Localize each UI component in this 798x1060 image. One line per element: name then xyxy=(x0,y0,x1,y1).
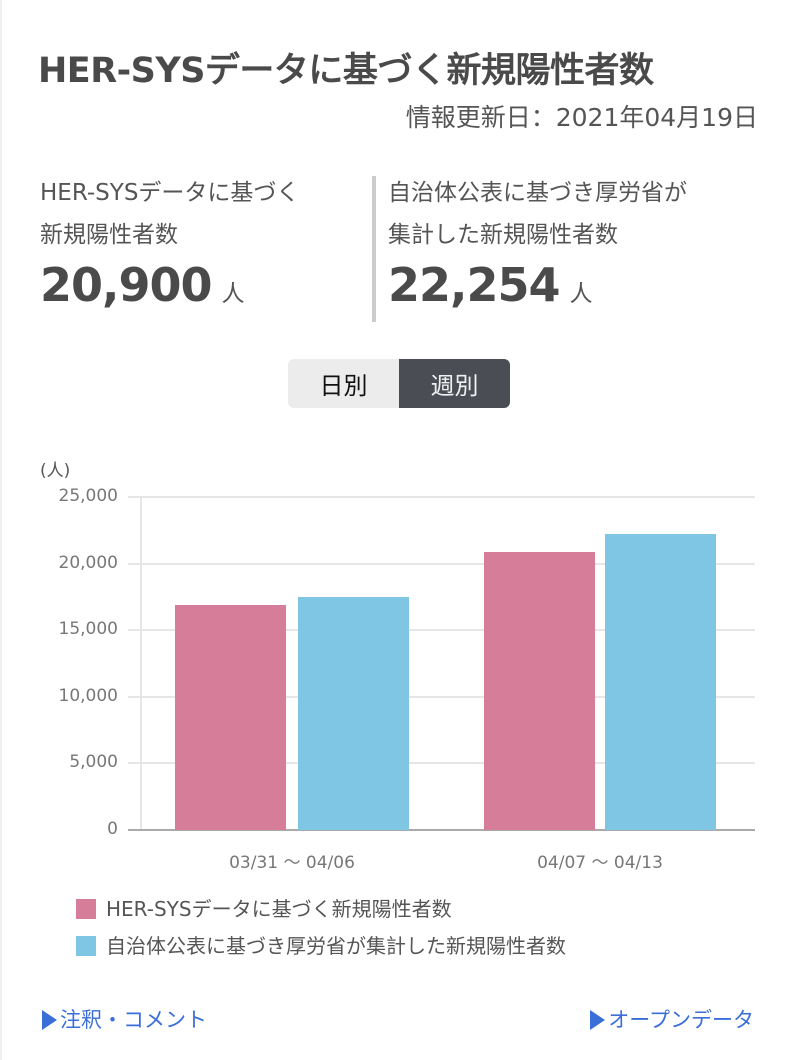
stat-mhlw: 自治体公表に基づき厚労省が 集計した新規陽性者数 22,254 人 xyxy=(372,176,788,322)
opendata-link[interactable]: オープンデータ xyxy=(590,1004,754,1034)
gridline xyxy=(128,562,755,565)
triangle-right-icon xyxy=(42,1010,57,1030)
y-tick-label: 5,000 xyxy=(69,752,118,773)
x-tick-label: 04/07 〜 04/13 xyxy=(537,853,663,873)
stat-unit: 人 xyxy=(569,281,593,307)
period-toggle: 日別 週別 xyxy=(288,359,510,408)
bar[interactable] xyxy=(298,596,409,830)
stat-unit: 人 xyxy=(221,281,245,307)
stat-value-row: 20,900 人 xyxy=(40,258,370,312)
updated-date: 情報更新日：2021年04月19日 xyxy=(405,103,758,132)
stat-label: HER-SYSデータに基づく 新規陽性者数 xyxy=(40,172,370,256)
stat-label-line1: HER-SYSデータに基づく xyxy=(40,180,300,206)
notes-link-label: 注釈・コメント xyxy=(60,1008,207,1032)
gridline xyxy=(128,496,755,498)
page-title: HER-SYSデータに基づく新規陽性者数 xyxy=(38,51,654,91)
y-tick-label: 0 xyxy=(107,819,118,839)
notes-link[interactable]: 注釈・コメント xyxy=(42,1004,207,1034)
y-axis-unit: (人) xyxy=(40,461,71,481)
legend-swatch xyxy=(76,936,96,956)
x-axis-line xyxy=(128,829,755,831)
stat-value: 22,254 xyxy=(388,258,561,312)
y-tick-label: 20,000 xyxy=(58,552,118,573)
gridline xyxy=(128,762,755,765)
legend-label: 自治体公表に基づき厚労省が集計した新規陽性者数 xyxy=(106,934,566,958)
y-tick-label: 15,000 xyxy=(58,619,118,640)
stat-hersys: HER-SYSデータに基づく 新規陽性者数 20,900 人 xyxy=(40,172,370,312)
y-tick-label: 10,000 xyxy=(58,685,118,706)
legend-item-hersys: HER-SYSデータに基づく新規陽性者数 xyxy=(76,893,452,922)
x-tick-label: 03/31 〜 04/06 xyxy=(229,853,355,873)
y-tick-label: 25,000 xyxy=(58,486,118,506)
bar[interactable] xyxy=(175,604,286,830)
stat-label-line2: 集計した新規陽性者数 xyxy=(388,222,618,248)
toggle-weekly[interactable]: 週別 xyxy=(399,359,510,408)
bar[interactable] xyxy=(605,533,716,830)
stat-label: 自治体公表に基づき厚労省が 集計した新規陽性者数 xyxy=(388,172,788,256)
legend-label: HER-SYSデータに基づく新規陽性者数 xyxy=(106,897,452,921)
gridline xyxy=(128,695,755,698)
bar[interactable] xyxy=(484,551,595,830)
stat-label-line1: 自治体公表に基づき厚労省が xyxy=(388,180,687,206)
triangle-right-icon xyxy=(590,1010,606,1030)
gridline xyxy=(128,629,755,632)
stat-value-row: 22,254 人 xyxy=(388,258,788,312)
toggle-daily[interactable]: 日別 xyxy=(288,359,399,408)
legend-item-mhlw: 自治体公表に基づき厚労省が集計した新規陽性者数 xyxy=(76,930,566,959)
opendata-link-label: オープンデータ xyxy=(608,1008,754,1032)
stat-label-line2: 新規陽性者数 xyxy=(40,222,178,248)
y-axis-line xyxy=(140,497,142,830)
legend-swatch xyxy=(76,899,96,919)
stat-value: 20,900 xyxy=(40,258,213,312)
